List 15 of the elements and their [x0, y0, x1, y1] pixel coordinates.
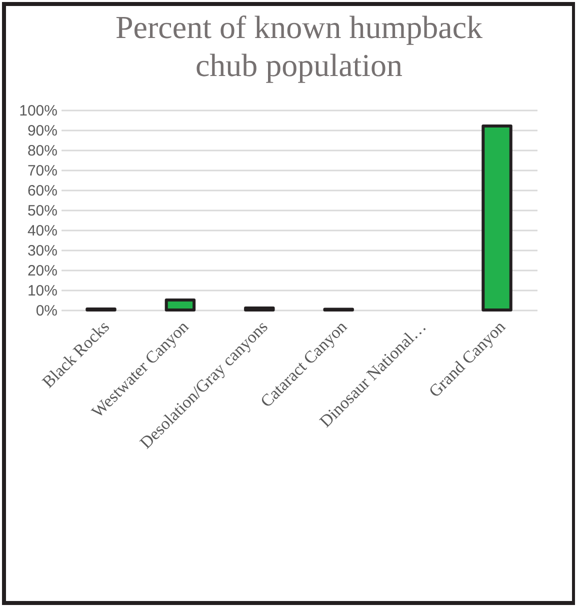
y-tick-label: 80% [27, 142, 58, 160]
bar [482, 124, 512, 312]
y-tick-label: 20% [27, 262, 58, 280]
y-tick-label: 50% [27, 202, 58, 220]
y-tick-label: 60% [27, 182, 58, 200]
bar [244, 306, 275, 312]
y-tick-label: 90% [27, 122, 58, 140]
y-tick-label: 30% [27, 242, 58, 260]
y-tick-label: 0% [36, 302, 58, 320]
y-tick-label: 10% [27, 282, 58, 300]
y-tick-label: 70% [27, 162, 58, 180]
y-tick-label: 100% [19, 102, 58, 120]
bar [164, 298, 196, 312]
y-tick-label: 40% [27, 222, 58, 240]
chart-title: Percent of known humpback chub population [115, 9, 483, 83]
